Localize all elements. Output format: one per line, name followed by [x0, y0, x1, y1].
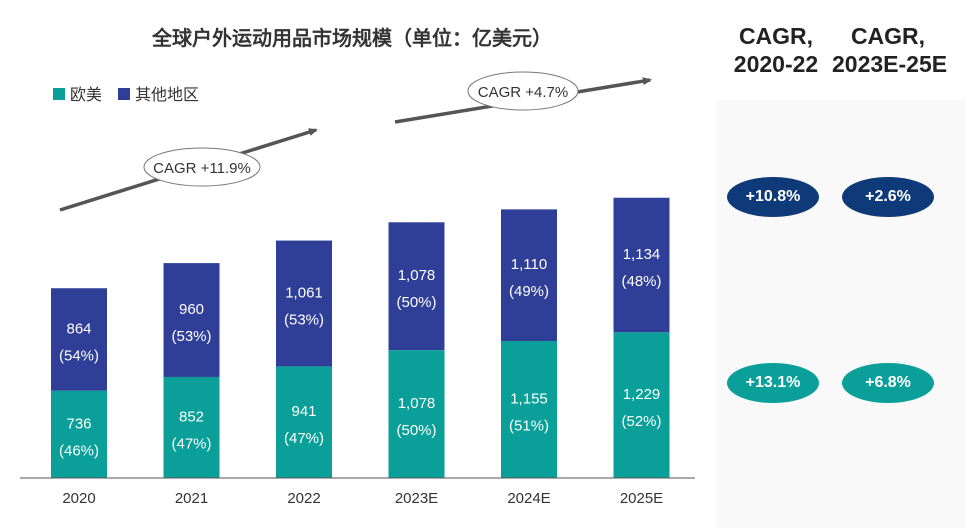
bar-europe-us-2025E — [613, 332, 670, 478]
value-label-europe-us-2022: 941 — [291, 403, 316, 420]
value-label-other-2023E: 1,078 — [398, 267, 436, 284]
value-label-europe-us-2025E: 1,229 — [623, 386, 661, 403]
bar-europe-us-2021 — [163, 376, 220, 478]
cagr-europe-us-2023-25: +6.8% — [842, 363, 934, 403]
cagr-panel-background — [716, 100, 966, 528]
bar-europe-us-2022 — [276, 366, 332, 478]
legend: 欧美 其他地区 — [53, 86, 199, 104]
share-label-europe-us-2022: (47%) — [284, 430, 324, 447]
share-label-other-2024E: (49%) — [509, 283, 549, 300]
bars-layer — [51, 197, 670, 478]
value-label-other-2024E: 1,110 — [511, 256, 547, 273]
bar-other-2025E — [613, 197, 670, 333]
bar-europe-us-2020 — [51, 390, 107, 478]
cagr-bubble-2 — [467, 71, 579, 111]
value-label-europe-us-2024E: 1,155 — [510, 391, 548, 408]
cagr-header-2-line1: CAGR, — [850, 23, 926, 49]
value-label-other-2020: 864 — [66, 320, 91, 337]
cagr-header-1-line2: 2020-22 — [733, 51, 819, 77]
bar-other-2021 — [163, 263, 220, 377]
cagr-bubble-1 — [143, 147, 261, 187]
value-label-europe-us-2021: 852 — [179, 408, 204, 425]
bar-other-2020 — [51, 288, 107, 391]
share-label-europe-us-2020: (46%) — [59, 442, 99, 459]
x-tick-labels: 2020 2021 2022 2023E 2024E 2025E — [62, 490, 663, 507]
legend-swatch-europe-us — [53, 88, 65, 100]
cagr-other-2023-25: +2.6% — [842, 177, 934, 217]
bar-europe-us-2024E — [501, 341, 557, 478]
bar-other-2022 — [276, 240, 332, 367]
bar-other-2023E — [388, 222, 445, 351]
value-label-europe-us-2023E: 1,078 — [398, 395, 436, 412]
share-label-other-2020: (54%) — [59, 347, 99, 364]
cagr-annotation-1: CAGR +11.9% — [59, 128, 318, 212]
share-label-europe-us-2025E: (52%) — [621, 413, 661, 430]
share-label-other-2023E: (50%) — [396, 294, 436, 311]
value-label-other-2022: 1,061 — [285, 284, 323, 301]
share-label-other-2021: (53%) — [171, 328, 211, 345]
cagr-header-2-line2: 2023E-25E — [832, 51, 948, 77]
cagr-header-2020-22: CAGR, 2020-22 — [720, 22, 832, 78]
value-label-other-2021: 960 — [179, 301, 204, 318]
bar-europe-us-2023E — [388, 350, 445, 478]
share-label-europe-us-2024E: (51%) — [509, 418, 549, 435]
cagr-europe-us-2020-22: +13.1% — [727, 363, 819, 403]
share-label-other-2025E: (48%) — [621, 273, 661, 290]
legend-label-other: 其他地区 — [135, 86, 199, 104]
x-tick-2023E: 2023E — [395, 490, 438, 507]
share-label-europe-us-2023E: (50%) — [396, 422, 436, 439]
x-tick-2025E: 2025E — [620, 490, 663, 507]
cagr-header-1-line1: CAGR, — [738, 23, 814, 49]
cagr-label-1: CAGR +11.9% — [153, 160, 251, 177]
cagr-header-2023-25: CAGR, 2023E-25E — [832, 22, 948, 78]
cagr-annotation-2: CAGR +4.7% — [394, 71, 652, 124]
legend-swatch-other — [118, 88, 130, 100]
value-label-other-2025E: 1,134 — [623, 246, 661, 263]
legend-label-europe-us: 欧美 — [70, 86, 102, 104]
share-label-europe-us-2021: (47%) — [171, 435, 211, 452]
cagr-other-2020-22: +10.8% — [727, 177, 819, 217]
x-tick-2022: 2022 — [287, 490, 320, 507]
share-label-other-2022: (53%) — [284, 311, 324, 328]
chart-title: 全球户外运动用品市场规模（单位：亿美元） — [151, 26, 552, 50]
stacked-bar-chart: 全球户外运动用品市场规模（单位：亿美元） 欧美 其他地区 736 (46%) 864… — [20, 26, 695, 507]
labels-layer: 736 (46%) 864 (54%) 852 (47%) 960 (53%) 941 (47%)… — [59, 246, 662, 459]
cagr-label-2: CAGR +4.7% — [478, 84, 568, 101]
x-tick-2024E: 2024E — [507, 490, 550, 507]
x-tick-2021: 2021 — [175, 490, 208, 507]
x-tick-2020: 2020 — [62, 490, 95, 507]
bar-other-2024E — [501, 209, 557, 342]
value-label-europe-us-2020: 736 — [66, 415, 91, 432]
